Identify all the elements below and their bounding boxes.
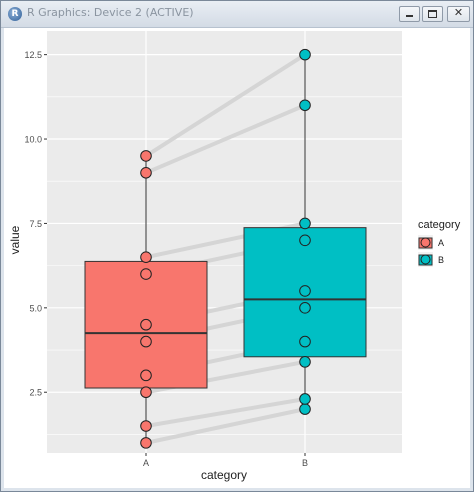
y-tick-label: 2.5: [29, 388, 42, 398]
legend-point: [420, 254, 431, 265]
maximize-icon: [428, 10, 437, 18]
point-a: [140, 437, 152, 449]
r-app-icon: R: [8, 7, 22, 21]
legend-label: A: [438, 238, 444, 248]
point-b: [299, 234, 311, 247]
point-a: [140, 386, 152, 399]
x-tick-label: B: [302, 458, 308, 468]
point-b: [299, 302, 311, 314]
window-title: R Graphics: Device 2 (ACTIVE): [27, 6, 194, 19]
point-a: [140, 369, 152, 382]
maximize-button[interactable]: [422, 6, 443, 22]
legend-point: [420, 237, 431, 248]
y-tick-label: 12.5: [24, 50, 42, 60]
minimize-button[interactable]: [399, 6, 420, 22]
point-a: [140, 420, 152, 432]
title-bar[interactable]: R R Graphics: Device 2 (ACTIVE) ✕: [1, 1, 473, 28]
y-tick-label: 7.5: [29, 219, 42, 229]
point-b: [299, 393, 311, 405]
point-b: [299, 285, 311, 297]
point-a: [140, 335, 152, 348]
axes: 2.5 5.0 7.5 10.0 12.5 A B: [24, 50, 308, 468]
y-axis-title: value: [8, 225, 22, 254]
pair-line: [144, 396, 307, 428]
y-tick-label: 5.0: [29, 303, 42, 313]
points: [140, 48, 311, 449]
legend: category AB: [418, 219, 461, 267]
point-b: [299, 403, 311, 415]
close-button[interactable]: ✕: [447, 6, 470, 22]
point-a: [140, 166, 152, 179]
pair-line: [144, 407, 307, 445]
point-b: [299, 356, 311, 368]
minimize-icon: [406, 15, 413, 17]
point-b: [299, 99, 311, 112]
pair-line: [144, 52, 307, 158]
pair-line: [144, 103, 307, 175]
plot-area: 2.5 5.0 7.5 10.0 12.5 A B category value categ…: [4, 28, 470, 488]
point-a: [140, 318, 152, 331]
close-icon: ✕: [453, 6, 464, 19]
x-tick-label: A: [143, 458, 149, 468]
point-b: [299, 335, 311, 348]
x-axis-title: category: [201, 468, 247, 482]
point-b: [299, 217, 311, 230]
legend-label: B: [438, 255, 444, 265]
y-tick-label: 10.0: [24, 135, 42, 145]
point-b: [299, 48, 311, 61]
point-a: [140, 268, 152, 280]
point-a: [140, 251, 152, 263]
legend-title: category: [418, 219, 461, 231]
boxplot-chart: 2.55.07.510.012.5A B category value categ…: [8, 31, 461, 482]
point-a: [140, 150, 152, 162]
